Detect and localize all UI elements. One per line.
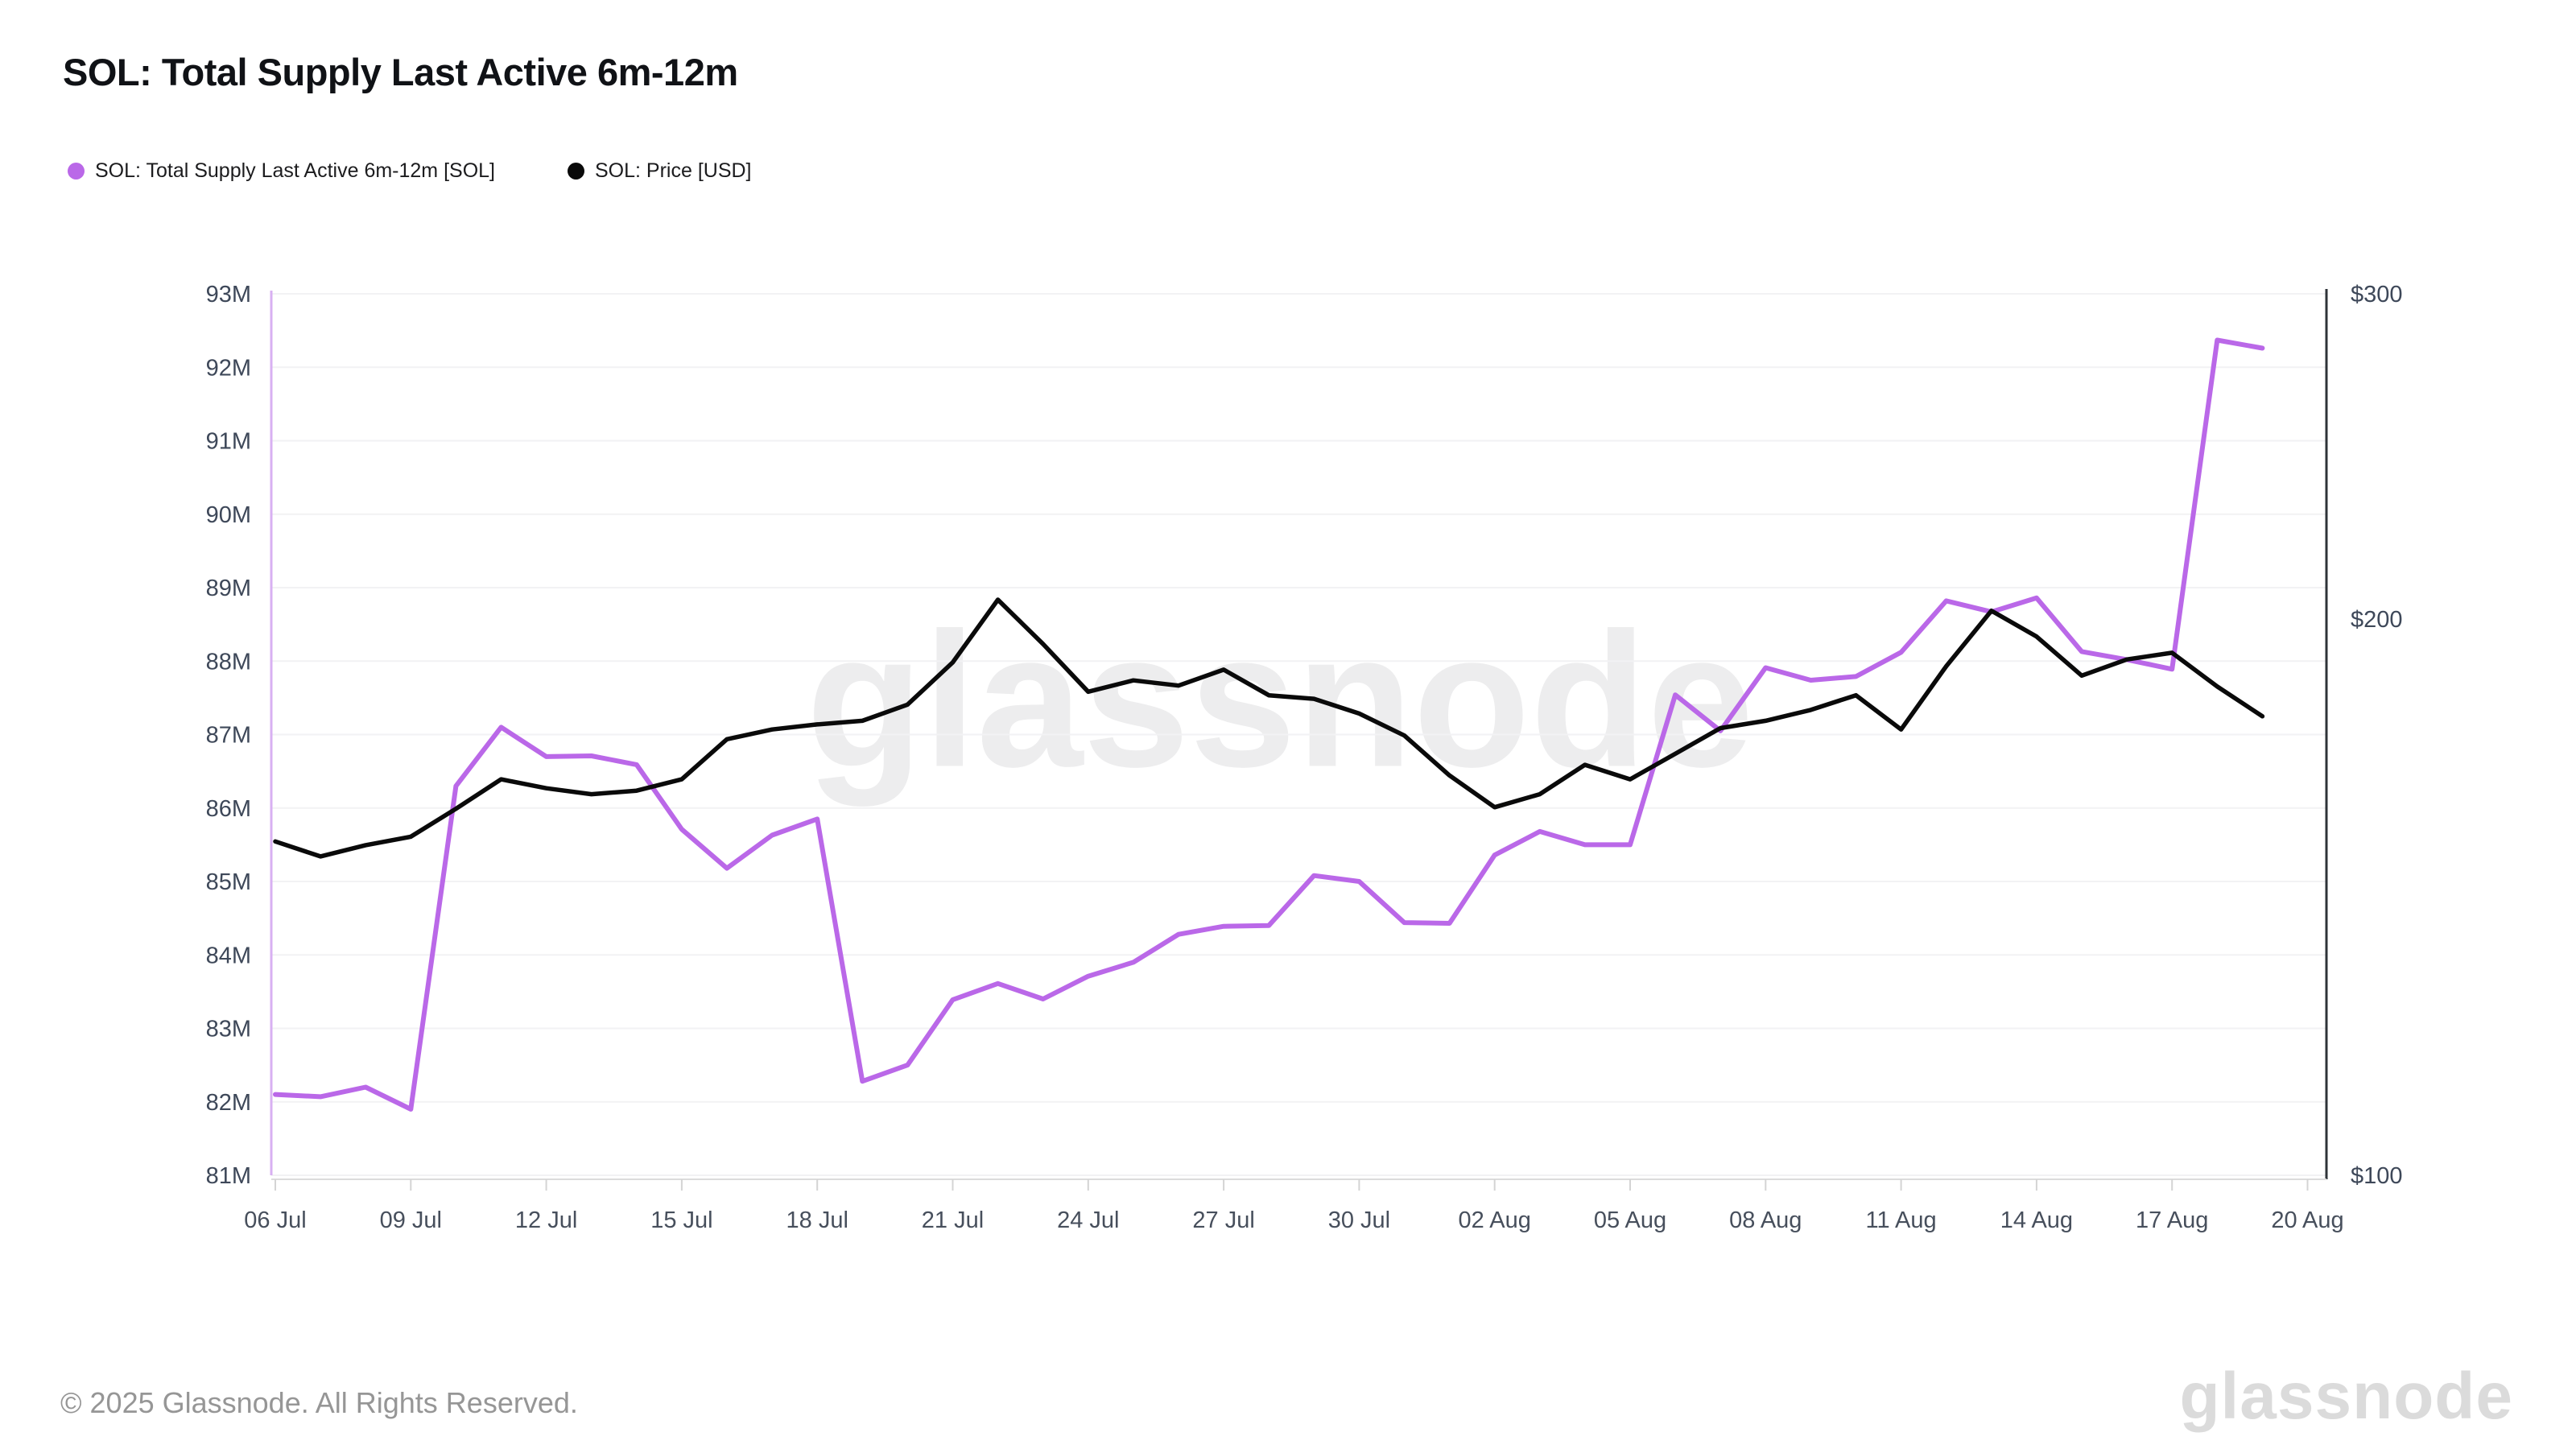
chart-legend: SOL: Total Supply Last Active 6m-12m [SO… — [68, 159, 824, 183]
y-right-tick-label: $200 — [2351, 607, 2403, 633]
x-tick-label: 06 Jul — [244, 1207, 306, 1233]
legend-label-supply: SOL: Total Supply Last Active 6m-12m [SO… — [95, 159, 495, 182]
x-tick-label: 02 Aug — [1459, 1207, 1531, 1233]
y-right-tick-label: $100 — [2351, 1163, 2403, 1189]
y-left-tick-label: 90M — [206, 502, 251, 528]
y-left-tick-label: 91M — [206, 429, 251, 455]
legend-dot-supply-icon — [68, 163, 85, 180]
legend-label-price: SOL: Price [USD] — [595, 159, 752, 182]
x-tick-label: 05 Aug — [1594, 1207, 1666, 1233]
x-tick-label: 12 Jul — [515, 1207, 577, 1233]
y-left-tick-label: 88M — [206, 649, 251, 675]
x-tick-label: 17 Aug — [2136, 1207, 2208, 1233]
x-tick-label: 11 Aug — [1866, 1207, 1937, 1233]
y-left-tick-label: 86M — [206, 796, 251, 822]
x-tick-label: 20 Aug — [2271, 1207, 2343, 1233]
price-series-line[interactable] — [273, 597, 2265, 859]
x-tick-label: 27 Jul — [1192, 1207, 1254, 1233]
y-left-tick-label: 92M — [206, 355, 251, 381]
legend-item-supply[interactable]: SOL: Total Supply Last Active 6m-12m [SO… — [68, 159, 495, 183]
x-tick-label: 15 Jul — [650, 1207, 712, 1233]
copyright-text: © 2025 Glassnode. All Rights Reserved. — [60, 1386, 578, 1419]
y-left-tick-label: 85M — [206, 869, 251, 895]
glassnode-logo: glassnode — [2179, 1360, 2513, 1433]
legend-dot-price-icon — [568, 163, 584, 180]
glassnode-watermark: glassnode — [806, 593, 1754, 807]
y-right-tick-label: $300 — [2351, 282, 2403, 308]
y-left-tick-label: 83M — [206, 1017, 251, 1042]
x-tick-label: 30 Jul — [1328, 1207, 1390, 1233]
y-left-tick-label: 81M — [206, 1163, 251, 1189]
y-left-tick-label: 93M — [206, 282, 251, 308]
x-tick-label: 18 Jul — [786, 1207, 848, 1233]
x-tick-label: 09 Jul — [380, 1207, 442, 1233]
page-title: SOL: Total Supply Last Active 6m-12m — [63, 51, 738, 93]
x-tick-label: 24 Jul — [1057, 1207, 1119, 1233]
y-left-tick-label: 82M — [206, 1090, 251, 1116]
y-left-tick-label: 89M — [206, 576, 251, 601]
x-tick-label: 14 Aug — [2000, 1207, 2073, 1233]
y-left-tick-label: 84M — [206, 943, 251, 968]
supply-series-line[interactable] — [273, 337, 2265, 1112]
x-tick-label: 21 Jul — [922, 1207, 984, 1233]
x-tick-label: 08 Aug — [1729, 1207, 1802, 1233]
y-left-tick-label: 87M — [206, 723, 251, 749]
legend-item-price[interactable]: SOL: Price [USD] — [568, 159, 752, 183]
